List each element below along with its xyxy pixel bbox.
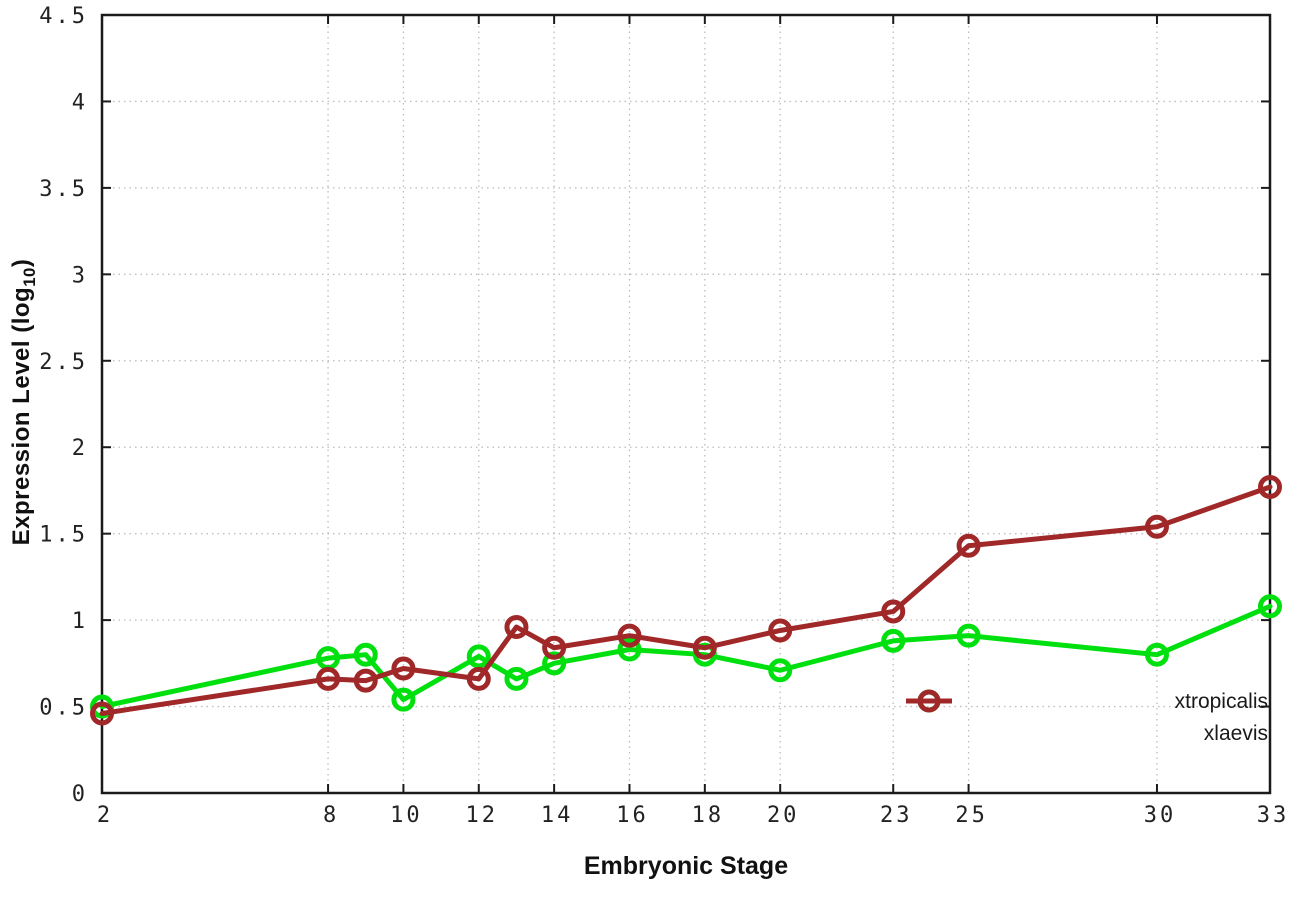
x-axis-title: Embryonic Stage (583, 852, 789, 880)
svg-text:14: 14 (541, 803, 574, 828)
legend-item-xlaevis: xlaevis (906, 689, 1268, 750)
svg-text:0: 0 (72, 782, 88, 807)
legend-marker-xlaevis-icon (906, 689, 952, 713)
y-axis-title-prefix: Expression Level (log (8, 286, 36, 546)
legend-label-xlaevis: xlaevis (1203, 722, 1268, 745)
svg-text:4: 4 (72, 90, 88, 115)
svg-text:23: 23 (880, 803, 913, 828)
svg-text:33: 33 (1257, 803, 1290, 828)
svg-text:1: 1 (72, 609, 88, 634)
svg-text:10: 10 (390, 803, 423, 828)
svg-text:16: 16 (616, 803, 649, 828)
svg-text:2.5: 2.5 (39, 350, 88, 375)
svg-text:3: 3 (72, 263, 88, 288)
svg-text:18: 18 (692, 803, 725, 828)
svg-text:8: 8 (323, 803, 339, 828)
y-axis-title-suffix: ) (8, 258, 36, 268)
svg-text:12: 12 (466, 803, 499, 828)
svg-text:4.5: 4.5 (39, 4, 88, 29)
svg-text:0.5: 0.5 (39, 696, 88, 721)
svg-text:3.5: 3.5 (39, 177, 88, 202)
svg-text:2: 2 (72, 436, 88, 461)
svg-text:2: 2 (97, 803, 113, 828)
svg-text:1.5: 1.5 (39, 523, 88, 548)
legend: xtropicalis xlaevis (902, 686, 1268, 750)
legend-item-xtropicalis: xtropicalis (906, 686, 1268, 718)
legend-label-xtropicalis: xtropicalis (1174, 690, 1268, 713)
svg-text:30: 30 (1144, 803, 1177, 828)
y-axis-title: Expression Level (log10) (8, 259, 40, 546)
svg-text:25: 25 (955, 803, 988, 828)
y-axis-title-subscript: 10 (19, 267, 39, 287)
svg-text:20: 20 (767, 803, 800, 828)
